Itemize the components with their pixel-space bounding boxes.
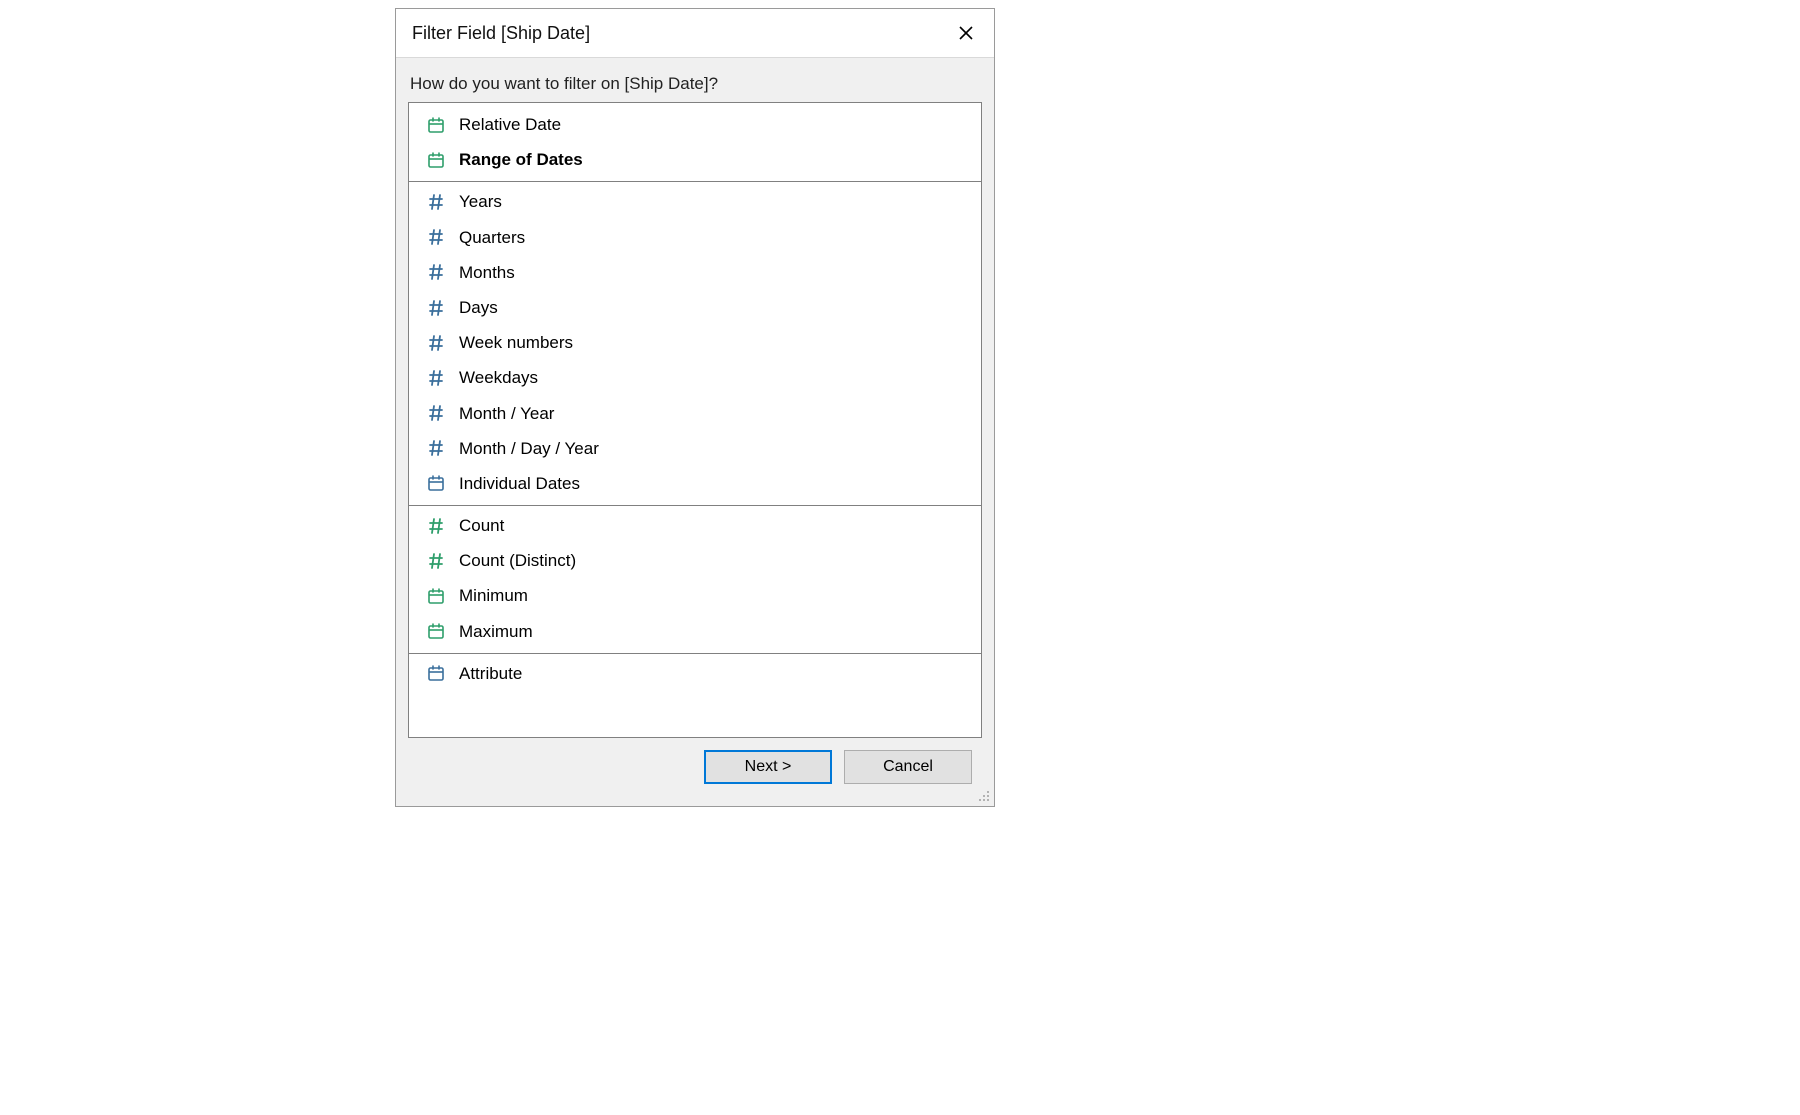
filter-option-label: Individual Dates bbox=[459, 470, 973, 497]
filter-option-month-year[interactable]: Month / Year bbox=[409, 396, 981, 431]
calendar-icon bbox=[427, 474, 445, 492]
dialog-footer: Next > Cancel bbox=[408, 738, 982, 794]
filter-option-count-distinct[interactable]: Count (Distinct) bbox=[409, 543, 981, 578]
calendar-icon bbox=[427, 622, 445, 640]
filter-option-label: Relative Date bbox=[459, 111, 973, 138]
hash-icon bbox=[427, 439, 445, 457]
filter-option-individual-dates[interactable]: Individual Dates bbox=[409, 466, 981, 501]
filter-option-range-of-dates[interactable]: Range of Dates bbox=[409, 142, 981, 177]
filter-option-months[interactable]: Months bbox=[409, 255, 981, 290]
filter-option-label: Count bbox=[459, 512, 973, 539]
next-button[interactable]: Next > bbox=[704, 750, 832, 784]
hash-icon bbox=[427, 228, 445, 246]
filter-option-label: Quarters bbox=[459, 224, 973, 251]
dialog-title: Filter Field [Ship Date] bbox=[412, 23, 590, 44]
filter-option-minimum[interactable]: Minimum bbox=[409, 578, 981, 613]
dialog-body: How do you want to filter on [Ship Date]… bbox=[396, 58, 994, 806]
filter-option-label: Years bbox=[459, 188, 973, 215]
filter-option-label: Weekdays bbox=[459, 364, 973, 391]
filter-option-quarters[interactable]: Quarters bbox=[409, 220, 981, 255]
calendar-icon bbox=[427, 664, 445, 682]
hash-icon bbox=[427, 193, 445, 211]
calendar-icon bbox=[427, 151, 445, 169]
group-divider bbox=[409, 181, 981, 182]
close-icon bbox=[959, 26, 973, 40]
filter-option-label: Attribute bbox=[459, 660, 973, 687]
close-button[interactable] bbox=[952, 19, 980, 47]
filter-option-label: Week numbers bbox=[459, 329, 973, 356]
calendar-icon bbox=[427, 587, 445, 605]
resize-grip[interactable] bbox=[977, 789, 991, 803]
filter-option-label: Months bbox=[459, 259, 973, 286]
prompt-text: How do you want to filter on [Ship Date]… bbox=[410, 74, 982, 94]
hash-icon bbox=[427, 299, 445, 317]
filter-option-attribute[interactable]: Attribute bbox=[409, 656, 981, 691]
filter-option-label: Days bbox=[459, 294, 973, 321]
hash-icon bbox=[427, 517, 445, 535]
hash-icon bbox=[427, 404, 445, 422]
filter-option-label: Minimum bbox=[459, 582, 973, 609]
filter-option-label: Month / Day / Year bbox=[459, 435, 973, 462]
filter-option-weekdays[interactable]: Weekdays bbox=[409, 360, 981, 395]
hash-icon bbox=[427, 334, 445, 352]
hash-icon bbox=[427, 263, 445, 281]
group-divider bbox=[409, 653, 981, 654]
calendar-icon bbox=[427, 116, 445, 134]
filter-field-dialog: Filter Field [Ship Date] How do you want… bbox=[395, 8, 995, 807]
filter-options-listbox: Relative Date Range of Dates Years Quarters… bbox=[408, 102, 982, 738]
hash-icon bbox=[427, 369, 445, 387]
titlebar: Filter Field [Ship Date] bbox=[396, 9, 994, 58]
filter-option-relative-date[interactable]: Relative Date bbox=[409, 107, 981, 142]
group-divider bbox=[409, 505, 981, 506]
filter-option-maximum[interactable]: Maximum bbox=[409, 614, 981, 649]
filter-option-label: Range of Dates bbox=[459, 146, 973, 173]
filter-option-years[interactable]: Years bbox=[409, 184, 981, 219]
cancel-button[interactable]: Cancel bbox=[844, 750, 972, 784]
filter-option-month-day-year[interactable]: Month / Day / Year bbox=[409, 431, 981, 466]
hash-icon bbox=[427, 552, 445, 570]
filter-option-week-numbers[interactable]: Week numbers bbox=[409, 325, 981, 360]
filter-option-label: Count (Distinct) bbox=[459, 547, 973, 574]
filter-option-days[interactable]: Days bbox=[409, 290, 981, 325]
filter-option-label: Maximum bbox=[459, 618, 973, 645]
filter-option-label: Month / Year bbox=[459, 400, 973, 427]
filter-option-count[interactable]: Count bbox=[409, 508, 981, 543]
